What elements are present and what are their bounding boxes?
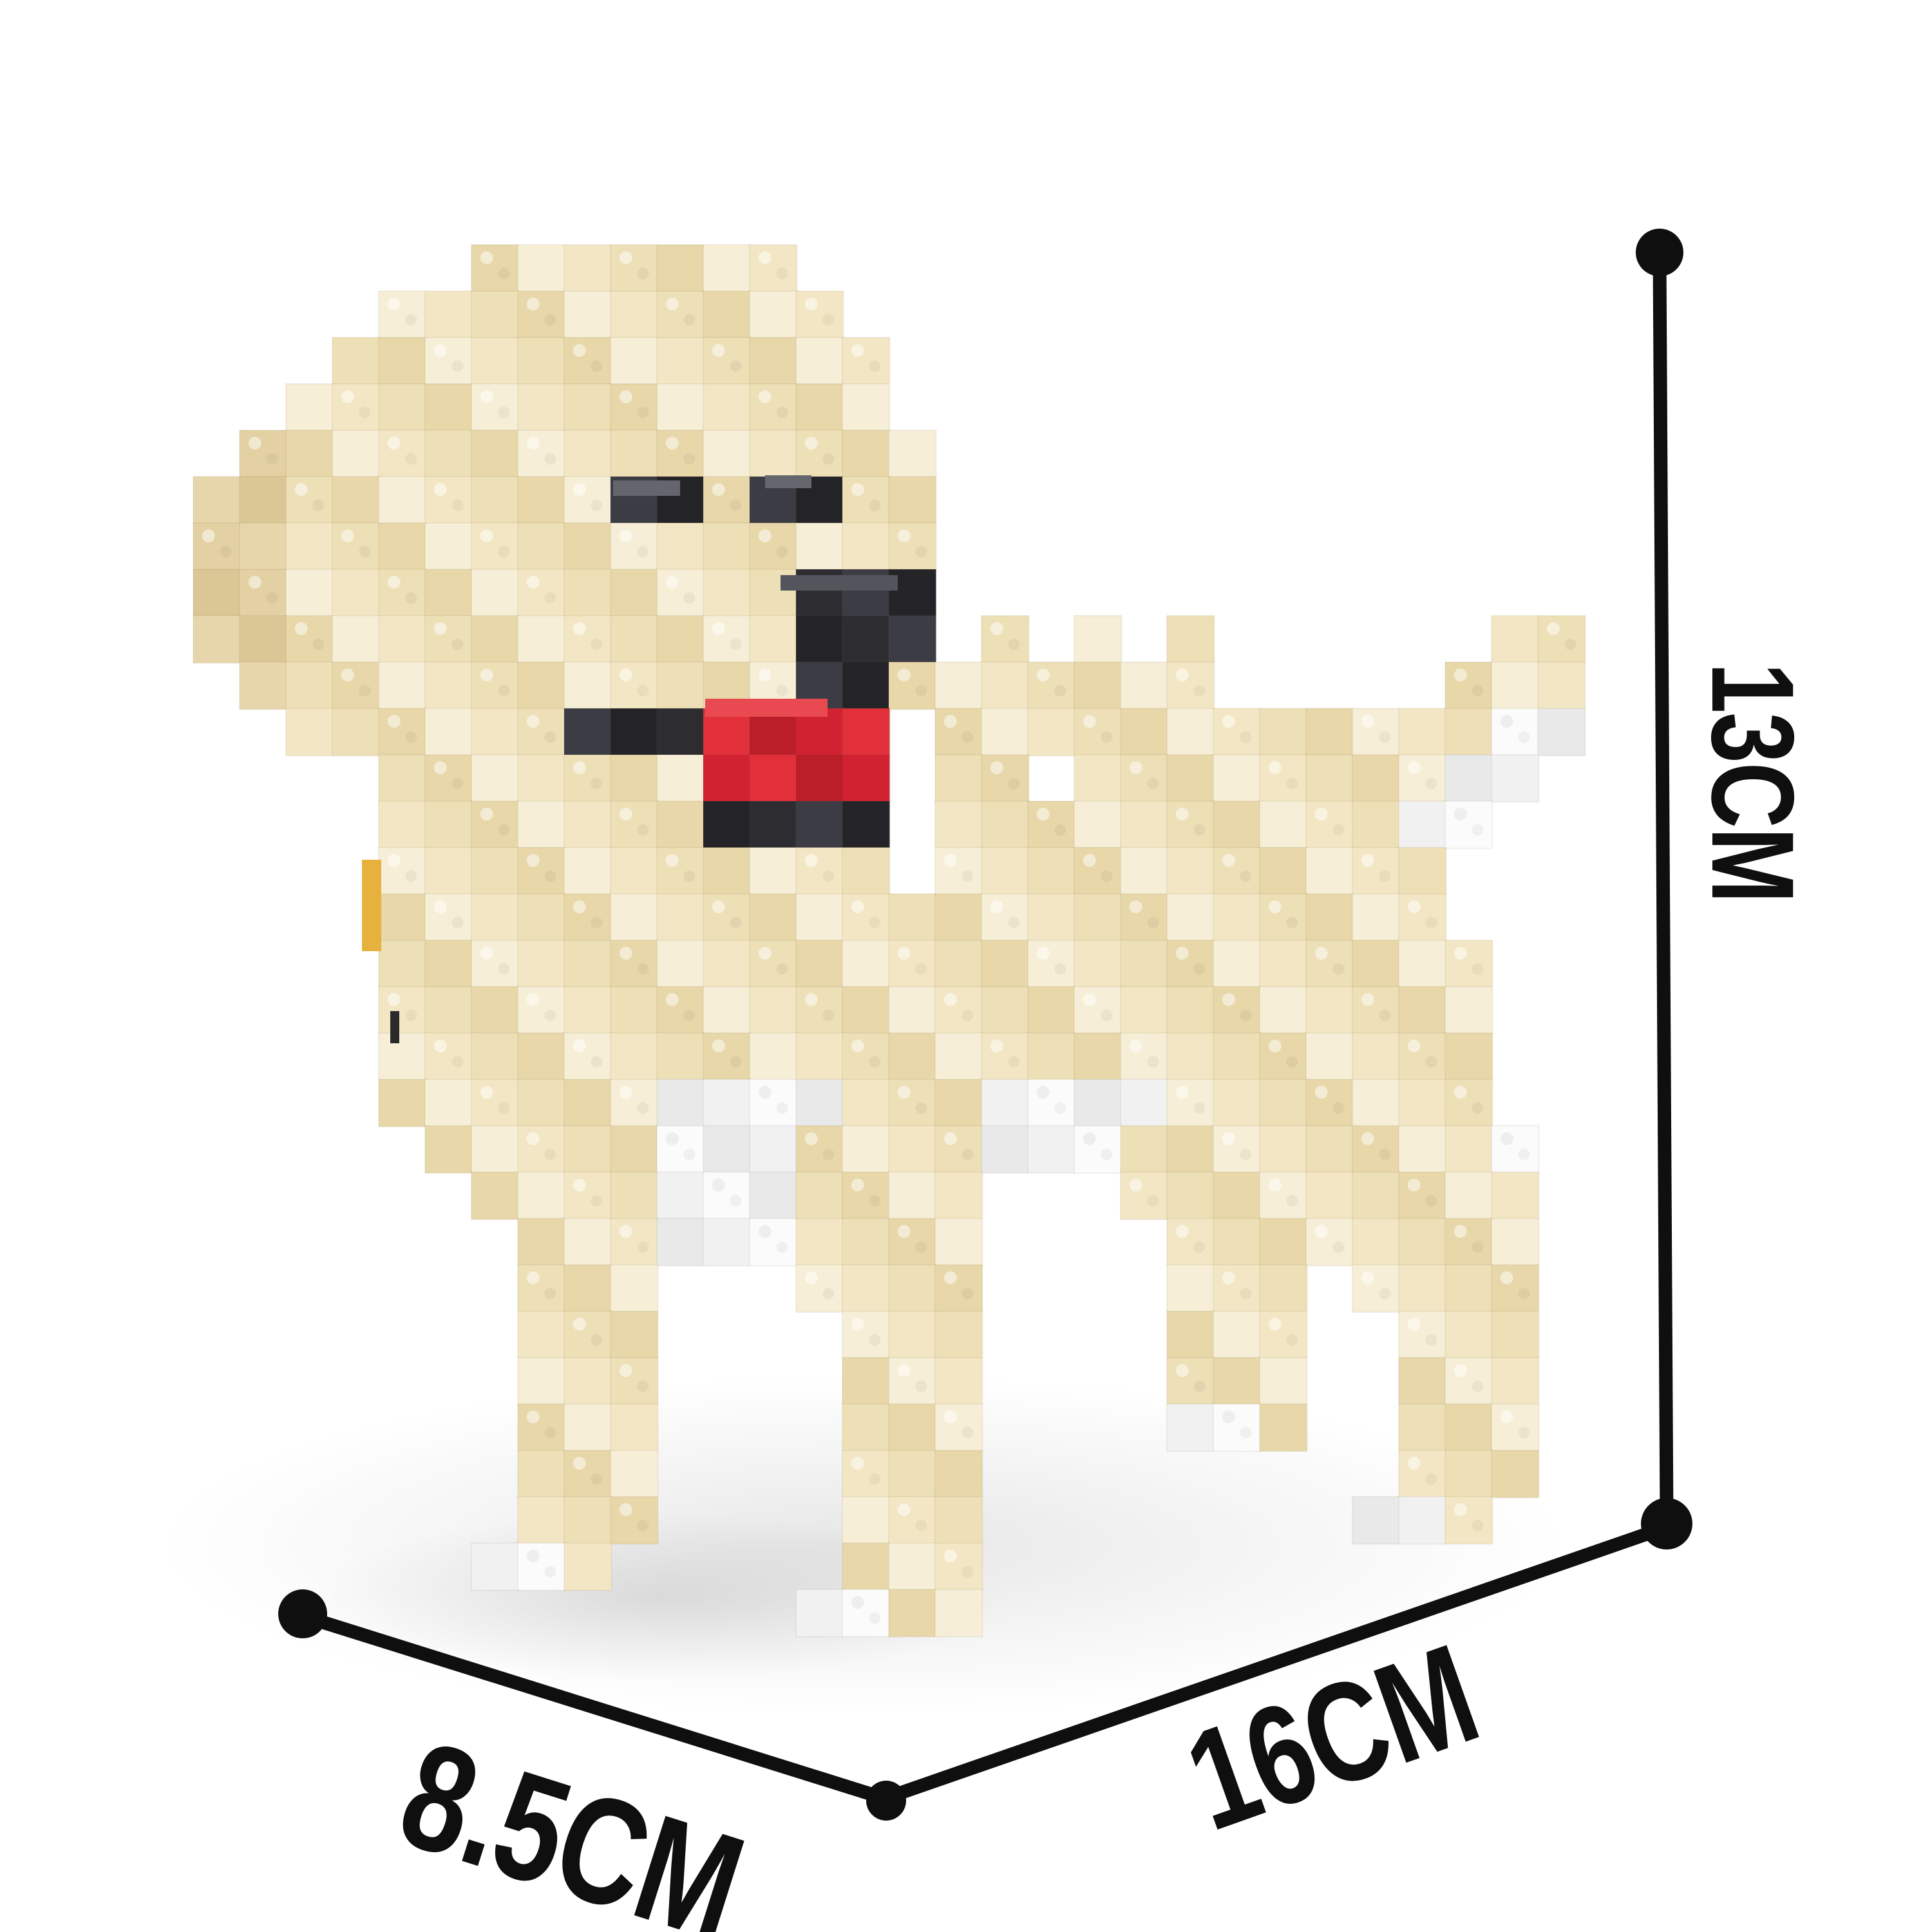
chest-dark-mark [390,1011,399,1043]
measure-dot [278,1589,327,1638]
depth-line [303,1611,891,1805]
collar-gold-sliver [362,860,381,951]
length-line [882,1521,1671,1804]
measure-group [278,229,1692,1821]
measure-dot [866,1781,906,1821]
measure-dot [1636,229,1683,276]
dog-pixels [193,244,1586,1638]
height-line [1653,251,1674,1527]
tongue-highlight [705,699,828,717]
eye-left-sheen [613,480,680,496]
height-dimension-label: 13CM [1687,662,1819,903]
dog-accents [362,475,898,1043]
eye-right-sheen [765,475,811,488]
measure-dot [1641,1498,1692,1549]
nose-top-sheen [781,575,898,591]
